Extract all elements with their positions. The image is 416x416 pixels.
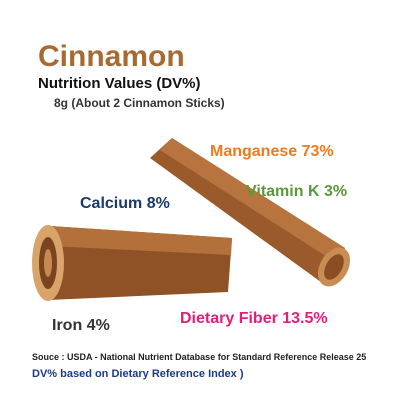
subtitle: Nutrition Values (DV%)	[38, 75, 201, 92]
source: Souce : USDA - National Nutrient Databas…	[32, 352, 366, 362]
nutrient-label: Manganese 73%	[210, 143, 334, 160]
cinnamon-stick-back	[150, 138, 351, 287]
cinnamon-stick-front	[32, 225, 232, 301]
title: Cinnamon	[38, 40, 185, 73]
nutrient-label: Iron 4%	[52, 317, 110, 334]
serving: 8g (About 2 Cinnamon Sticks)	[54, 96, 225, 110]
note: DV% based on Dietary Reference Index )	[32, 368, 244, 380]
nutrient-label: Calcium 8%	[80, 195, 170, 212]
nutrient-label: Dietary Fiber 13.5%	[180, 310, 328, 327]
nutrient-label: Vitamin K 3%	[246, 183, 347, 200]
